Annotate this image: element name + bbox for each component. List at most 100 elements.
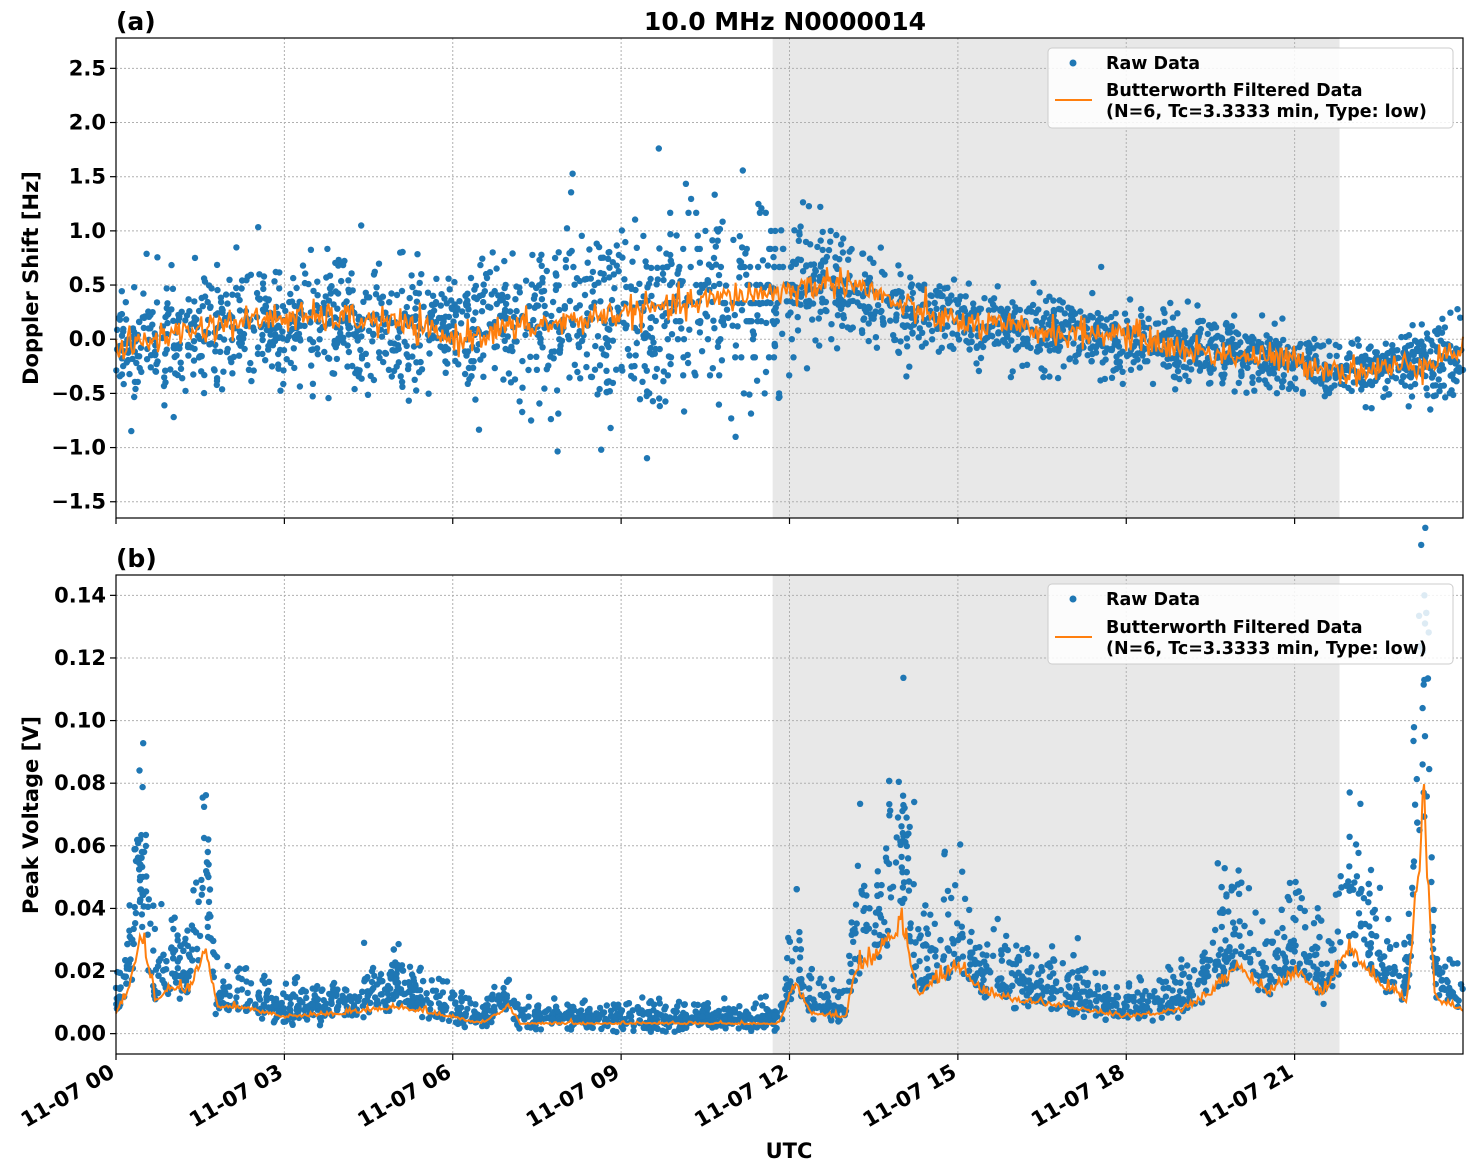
raw-point [978,966,985,974]
raw-point [256,271,263,278]
raw-point [299,262,307,269]
raw-point [674,336,682,343]
raw-point [135,318,143,325]
raw-point [182,387,189,395]
raw-point [296,335,303,342]
raw-point [591,299,598,306]
raw-point [977,354,985,362]
raw-point [442,358,449,365]
raw-point [193,879,200,886]
raw-point [639,1011,647,1018]
raw-point [650,339,657,346]
raw-point [461,370,469,378]
raw-point [1122,1004,1129,1011]
raw-point [1178,956,1185,963]
raw-point [1121,310,1129,317]
raw-point [357,346,364,354]
raw-point [144,931,151,938]
raw-point [380,358,387,366]
raw-point [1048,989,1055,996]
raw-point [771,340,778,348]
raw-point [427,1006,434,1013]
raw-point [416,987,424,994]
raw-point [245,366,253,373]
raw-point [1127,366,1135,373]
raw-point [368,968,376,975]
raw-point [672,1009,679,1016]
raw-point [334,305,341,312]
raw-point [650,1001,658,1008]
raw-point [936,283,943,290]
raw-point [759,257,767,264]
raw-point [604,255,612,262]
raw-point [1004,305,1011,312]
raw-point [1149,993,1156,1000]
y-axis-label-a: Doppler Shift [Hz] [19,171,43,385]
raw-point [228,358,235,366]
raw-point [177,365,185,372]
raw-point [1352,841,1360,848]
raw-point [440,323,447,330]
raw-point [491,983,498,991]
raw-point [1059,299,1067,306]
raw-point [164,319,171,327]
raw-point [771,1012,778,1019]
raw-point [272,331,279,338]
raw-point [1098,263,1105,271]
raw-point [1113,984,1121,991]
raw-point [1175,993,1182,1000]
raw-point [1270,370,1278,377]
raw-point [412,313,419,320]
raw-point [765,354,773,361]
raw-point [1025,977,1033,984]
y-tick-label: −1.5 [51,490,106,514]
raw-point [906,823,913,831]
raw-point [1231,342,1238,349]
raw-point [1027,987,1034,994]
y-tick-label: −0.5 [51,381,106,405]
raw-point [909,330,916,337]
raw-point [933,305,940,312]
raw-point [1048,341,1055,348]
raw-point [1441,324,1449,331]
raw-point [545,362,552,369]
x-ticks-a [115,518,1296,524]
raw-point [142,831,150,839]
raw-point [967,326,974,334]
raw-point [734,323,741,330]
raw-point [802,238,810,246]
raw-point [539,1015,546,1023]
raw-point [314,1002,321,1009]
raw-point [819,228,826,236]
raw-point [1279,315,1286,322]
raw-point [134,378,141,386]
raw-point [912,963,920,970]
raw-point [530,316,537,324]
raw-point [944,323,951,330]
raw-point [611,285,618,292]
raw-point [648,292,655,300]
raw-point [1159,1004,1166,1011]
raw-point [1348,339,1355,347]
raw-point [998,951,1005,958]
raw-point [1234,352,1241,359]
raw-point [884,927,892,935]
raw-point [603,388,611,396]
raw-point [941,848,948,855]
raw-point [113,326,121,333]
raw-point [1255,986,1262,994]
raw-point [606,326,613,333]
raw-point [1393,941,1400,949]
raw-point [309,339,317,346]
raw-point [693,281,700,289]
raw-point [554,448,561,455]
raw-point [1060,363,1067,370]
raw-point [1004,333,1011,340]
raw-point [210,366,218,373]
raw-point [796,954,804,961]
raw-point [719,299,727,307]
raw-point [863,892,870,899]
raw-point [399,383,406,390]
raw-point [846,248,853,255]
raw-point [1087,345,1094,352]
